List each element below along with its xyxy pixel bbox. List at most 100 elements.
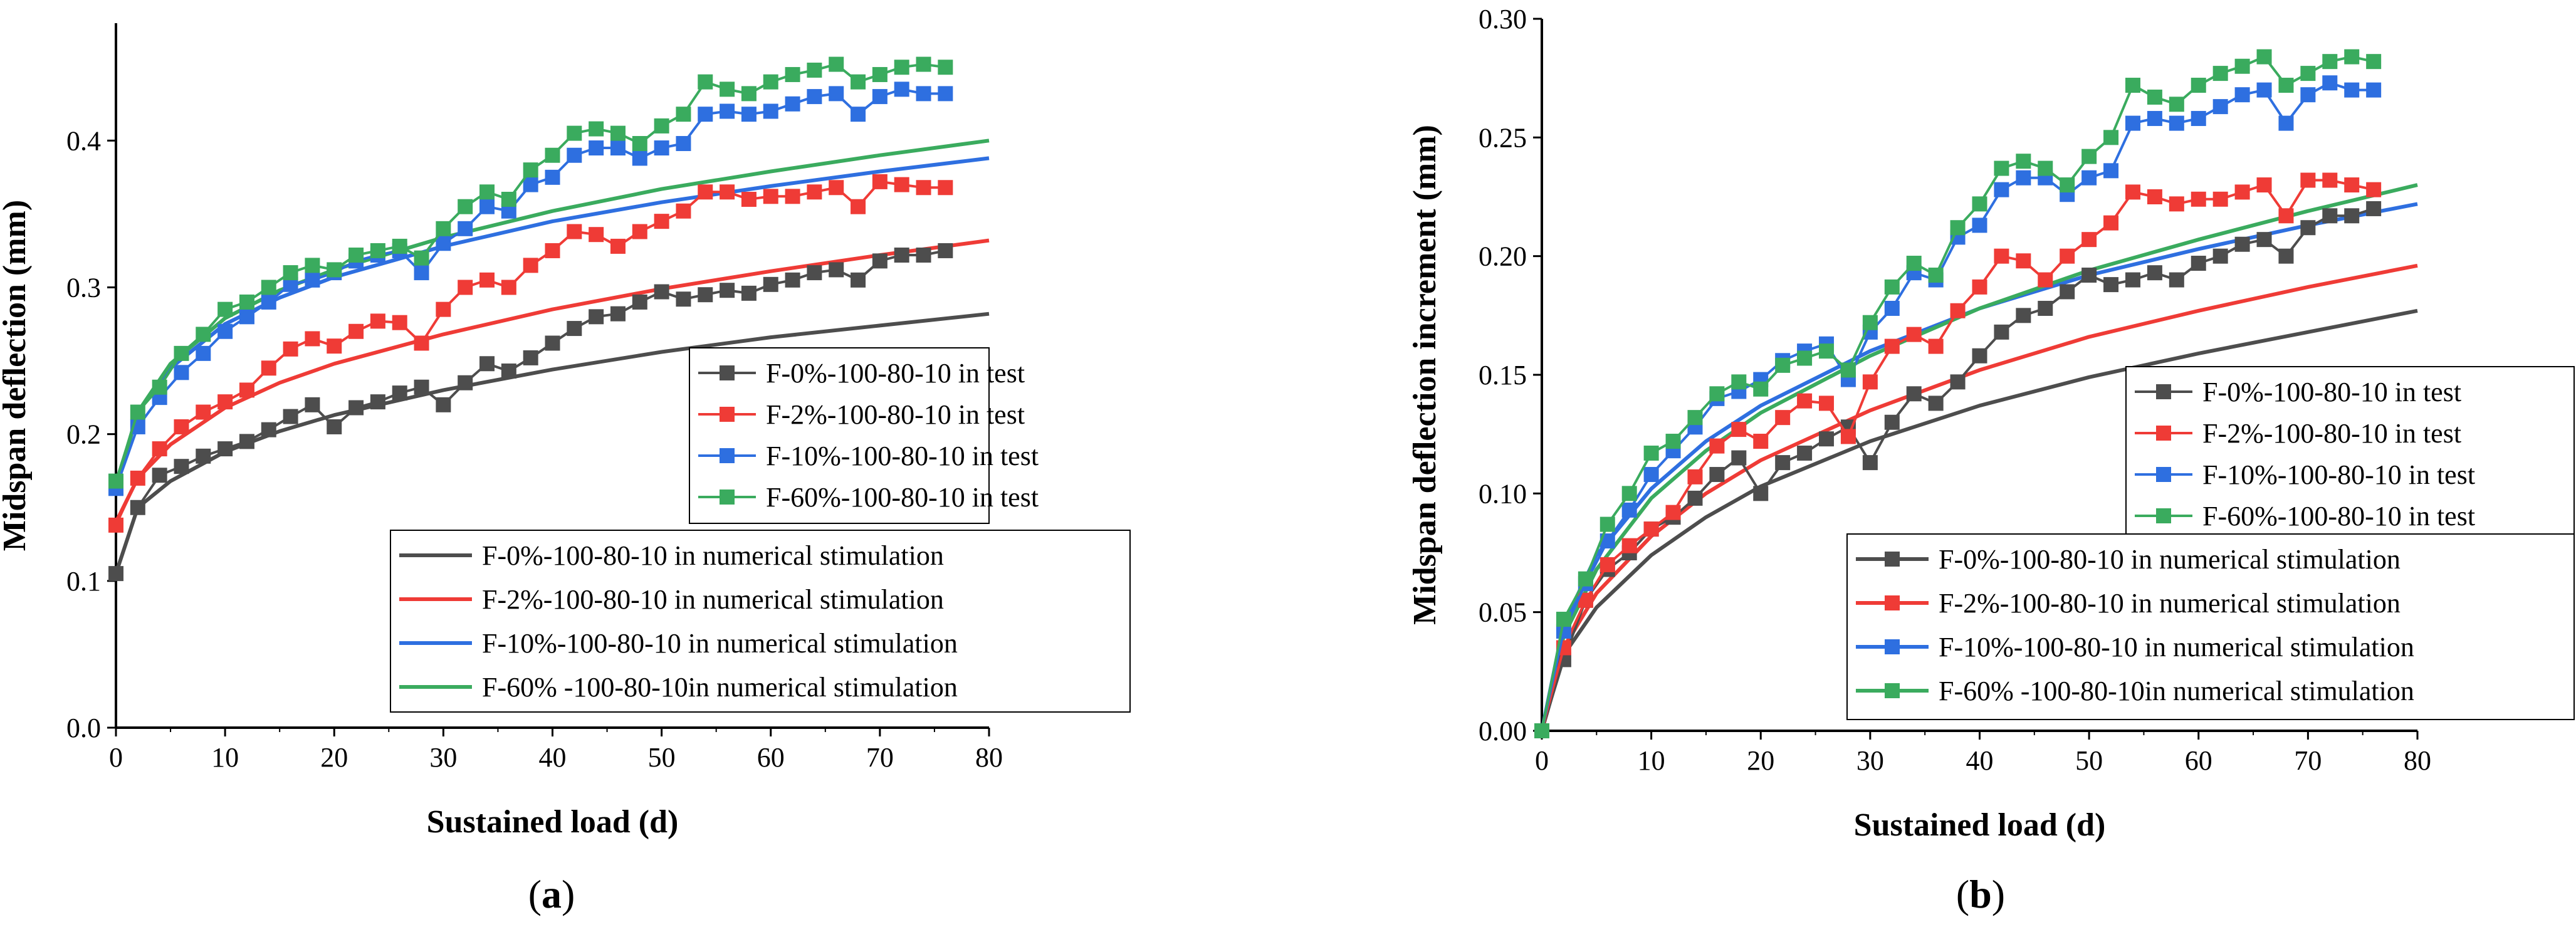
test-point-f-60pct <box>305 258 320 273</box>
x-tick-label: 70 <box>2294 745 2322 776</box>
test-point-f-2pct <box>283 341 298 357</box>
test-point-f-2pct <box>545 243 560 258</box>
test-point-f-10pct <box>261 294 276 310</box>
test-point-f-0pct <box>2103 277 2119 293</box>
test-point-f-2pct <box>1709 438 1725 454</box>
legend-model-label: F-2%-100-80-10 in numerical stimulation <box>1939 588 2401 619</box>
test-point-f-60pct <box>217 301 233 317</box>
test-point-f-0pct <box>1862 455 1878 471</box>
test-point-f-0pct <box>1994 324 2009 340</box>
test-point-f-60pct <box>698 74 713 90</box>
test-point-f-60pct <box>785 66 800 82</box>
test-point-f-60pct <box>2169 97 2184 112</box>
test-point-f-0pct <box>1819 431 1835 447</box>
test-point-f-10pct <box>654 140 669 156</box>
x-tick-label: 20 <box>1747 745 1774 776</box>
test-point-f-0pct <box>1950 374 1966 390</box>
test-point-f-2pct <box>1687 469 1703 484</box>
test-point-f-2pct <box>2234 184 2250 200</box>
test-point-f-0pct <box>785 272 800 288</box>
test-point-f-60pct <box>654 118 669 134</box>
test-point-f-0pct <box>370 394 385 410</box>
legend-model-label: F-0%-100-80-10 in numerical stimulation <box>482 540 944 571</box>
test-point-f-0pct <box>1753 486 1769 501</box>
legend-test-label: F-10%-100-80-10 in test <box>2202 459 2475 490</box>
test-point-f-10pct <box>938 86 953 102</box>
test-point-f-10pct <box>807 89 822 105</box>
test-point-f-0pct <box>1928 395 1944 411</box>
test-point-f-60pct <box>501 192 516 207</box>
legend-model-label: F-0%-100-80-10 in numerical stimulation <box>1939 544 2401 575</box>
test-point-f-60pct <box>1621 486 1637 501</box>
panel-label-part: a <box>542 872 562 916</box>
test-point-f-2pct <box>327 338 342 354</box>
test-point-f-60pct <box>545 147 560 163</box>
legend-model-marker <box>1885 683 1900 698</box>
x-tick-label: 80 <box>975 742 1003 773</box>
test-point-f-2pct <box>1862 374 1878 390</box>
test-point-f-2pct <box>2147 189 2162 204</box>
test-point-f-10pct <box>2278 115 2294 131</box>
y-tick-label: 0.20 <box>1479 241 1527 272</box>
test-point-f-0pct <box>2060 284 2075 300</box>
legend-test-label: F-60%-100-80-10 in test <box>2202 501 2475 531</box>
test-point-f-2pct <box>1840 429 1856 444</box>
test-point-f-10pct <box>2300 87 2316 103</box>
legend-model-label: F-2%-100-80-10 in numerical stimulation <box>482 584 944 615</box>
legend-model-marker <box>1885 595 1900 610</box>
y-tick-label: 0.2 <box>66 419 101 450</box>
legend-test-box <box>2125 366 2575 538</box>
test-point-f-60pct <box>1665 434 1681 449</box>
test-point-f-10pct <box>676 136 691 152</box>
test-point-f-2pct <box>1753 434 1769 449</box>
x-tick-label: 10 <box>211 742 239 773</box>
test-point-f-10pct <box>2191 111 2206 127</box>
test-point-f-0pct <box>916 247 931 263</box>
test-point-f-60pct <box>720 81 735 97</box>
test-point-f-10pct <box>741 107 757 122</box>
x-axis-title: Sustained load (d) <box>1854 807 2106 843</box>
test-point-f-60pct <box>1534 723 1549 738</box>
test-point-f-60pct <box>2212 66 2228 81</box>
test-point-f-0pct <box>458 375 473 390</box>
test-point-f-10pct <box>2103 163 2119 179</box>
test-point-f-10pct <box>305 272 320 288</box>
test-point-f-0pct <box>2212 248 2228 264</box>
test-point-f-0pct <box>1884 414 1900 430</box>
test-point-f-10pct <box>2169 115 2184 131</box>
test-point-f-0pct <box>1731 450 1747 466</box>
x-tick-label: 80 <box>2404 745 2431 776</box>
test-point-f-2pct <box>2300 172 2316 188</box>
model-line-f-0pct <box>114 312 990 575</box>
legend-model-marker <box>1885 639 1900 654</box>
test-point-f-0pct <box>436 397 451 412</box>
test-point-f-0pct <box>108 566 123 582</box>
test-point-f-0pct <box>589 309 604 325</box>
test-point-f-0pct <box>392 385 407 401</box>
test-point-f-60pct <box>2103 130 2119 145</box>
test-point-f-2pct <box>196 404 211 420</box>
test-point-f-10pct <box>414 265 429 281</box>
test-point-f-10pct <box>2256 82 2272 98</box>
test-point-f-2pct <box>807 184 822 200</box>
test-point-f-10pct <box>829 86 844 102</box>
panel-label-part: ( <box>1956 872 1969 916</box>
test-point-f-2pct <box>785 189 800 204</box>
test-point-f-60pct <box>2038 160 2053 176</box>
test-point-f-2pct <box>610 238 626 254</box>
test-point-f-60pct <box>523 162 538 178</box>
test-point-f-10pct <box>1643 467 1659 483</box>
test-point-f-2pct <box>1819 395 1835 411</box>
test-point-f-60pct <box>1687 410 1703 426</box>
test-point-f-60pct <box>1731 374 1747 390</box>
test-point-f-2pct <box>894 177 909 192</box>
test-point-f-2pct <box>2191 191 2206 207</box>
test-point-f-60pct <box>458 199 473 214</box>
test-point-f-60pct <box>108 473 123 489</box>
x-axis-title: Sustained load (d) <box>427 804 679 840</box>
y-tick-label: 0.30 <box>1479 4 1527 34</box>
test-point-f-0pct <box>501 363 516 379</box>
test-point-f-60pct <box>851 74 866 90</box>
test-point-f-2pct <box>2212 191 2228 207</box>
test-point-f-60pct <box>2016 154 2031 169</box>
